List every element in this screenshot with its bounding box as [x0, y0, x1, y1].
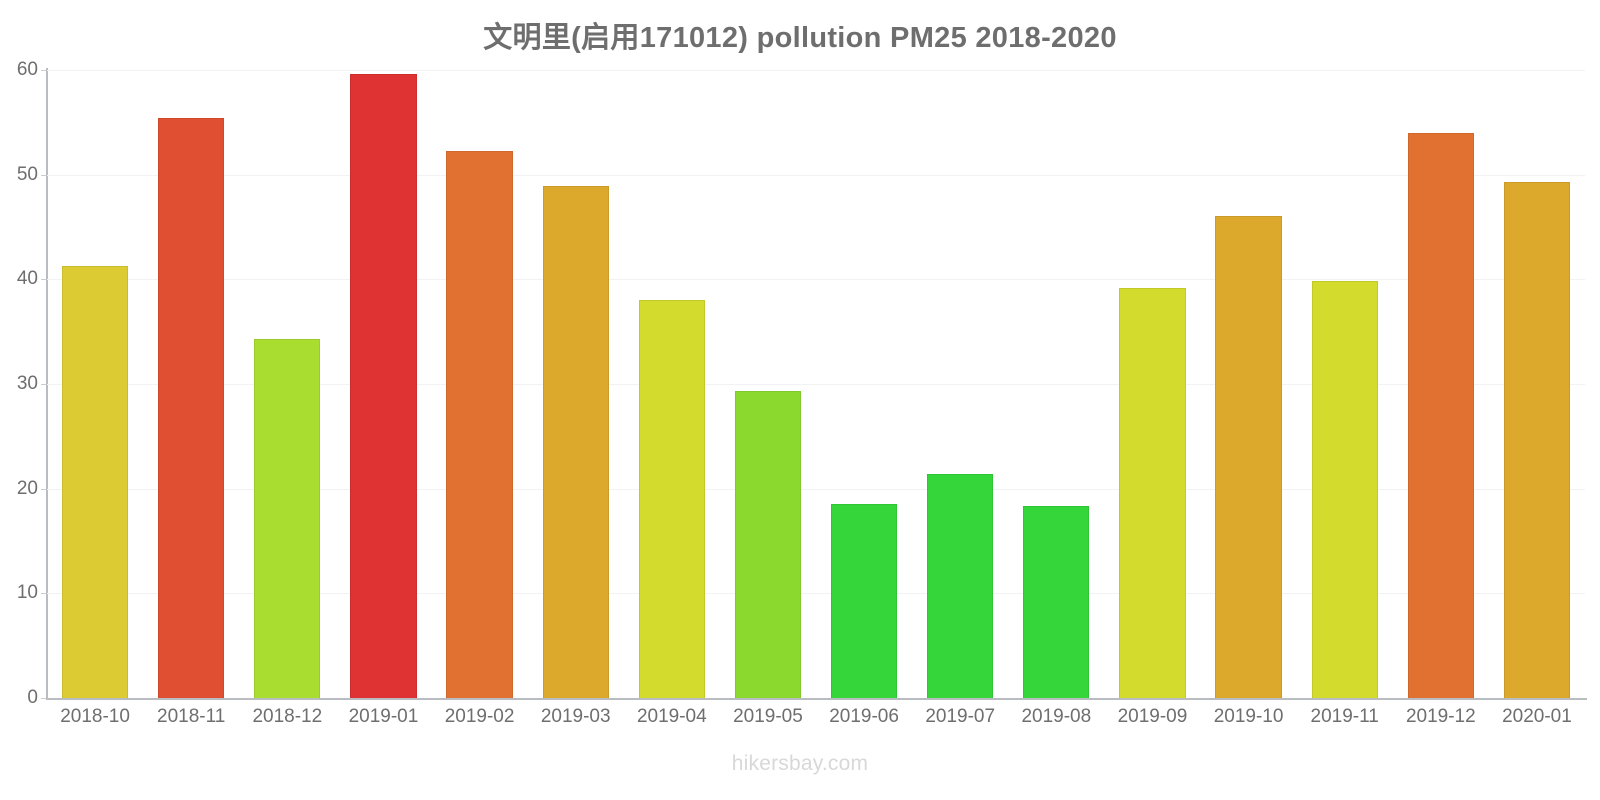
gridline — [47, 174, 1585, 176]
y-axis-tick-mark — [41, 70, 48, 71]
y-axis-tick-label: 20 — [16, 477, 38, 499]
bars-layer — [47, 70, 1585, 698]
x-axis-tick-label: 2018-11 — [157, 706, 226, 727]
bar — [254, 339, 321, 698]
bar — [638, 300, 705, 698]
x-axis-tick-label: 2018-12 — [252, 706, 323, 727]
bar — [446, 150, 513, 698]
bar — [927, 474, 994, 698]
gridline — [47, 593, 1585, 595]
y-axis-tick-mark — [41, 279, 48, 281]
y-axis-tick-label: 0 — [27, 687, 38, 708]
x-axis-tick-label: 2019-07 — [925, 706, 996, 727]
x-axis-labels: 2018-10 2018-11 2018-12 2019-01 2019-02 2019-… — [47, 706, 1585, 740]
y-axis-tick-mark — [41, 174, 48, 176]
x-axis-tick-label: 2019-02 — [444, 706, 515, 727]
bar — [734, 391, 802, 698]
y-axis-tick-mark — [41, 698, 48, 699]
bar — [1407, 132, 1474, 698]
x-axis-tick-label: 2019-09 — [1117, 706, 1188, 727]
gridline — [47, 279, 1585, 281]
y-axis-labels: 0 10 20 30 40 50 60 — [0, 0, 48, 800]
gridline — [47, 70, 1585, 71]
gridline — [47, 384, 1585, 385]
chart-title: 文明里(启用171012) pollution PM25 2018-2020 — [483, 22, 1117, 54]
x-axis-tick-label: 2019-11 — [1310, 706, 1379, 727]
x-axis-tick-label: 2020-01 — [1502, 706, 1572, 727]
bar — [1503, 182, 1571, 698]
bar — [1215, 215, 1282, 698]
footer-watermark: hikersbay.com — [731, 752, 869, 775]
y-axis-tick-mark — [41, 488, 48, 490]
x-axis-tick-label: 2019-06 — [829, 706, 899, 727]
x-axis-tick-label: 2019-12 — [1405, 706, 1476, 727]
y-axis-tick-mark — [41, 593, 48, 595]
bar — [158, 118, 225, 698]
gridline — [47, 488, 1585, 490]
y-axis-tick-label: 30 — [16, 373, 38, 394]
y-axis-tick-mark — [41, 384, 48, 385]
plot-grid — [47, 70, 1585, 698]
y-axis-tick-label: 50 — [16, 163, 38, 185]
x-axis-tick-label: 2019-04 — [636, 706, 707, 727]
bar — [1119, 287, 1186, 698]
bar — [1023, 506, 1090, 698]
bar — [830, 504, 898, 698]
bar — [542, 186, 609, 698]
y-axis-tick-label: 60 — [16, 59, 38, 80]
bar — [1311, 281, 1378, 698]
y-axis-tick-label: 40 — [16, 268, 38, 290]
x-axis-tick-label: 2019-03 — [540, 706, 611, 727]
x-axis-tick-label: 2019-08 — [1021, 706, 1092, 727]
x-axis-tick-label: 2019-05 — [733, 706, 803, 727]
x-axis-line — [47, 698, 1587, 700]
x-axis-tick-label: 2019-01 — [348, 706, 419, 727]
y-axis-tick-label: 10 — [16, 582, 38, 604]
x-axis-tick-label: 2019-10 — [1213, 706, 1284, 727]
bar — [61, 265, 129, 698]
x-axis-tick-label: 2018-10 — [60, 706, 130, 727]
bar — [350, 74, 417, 698]
